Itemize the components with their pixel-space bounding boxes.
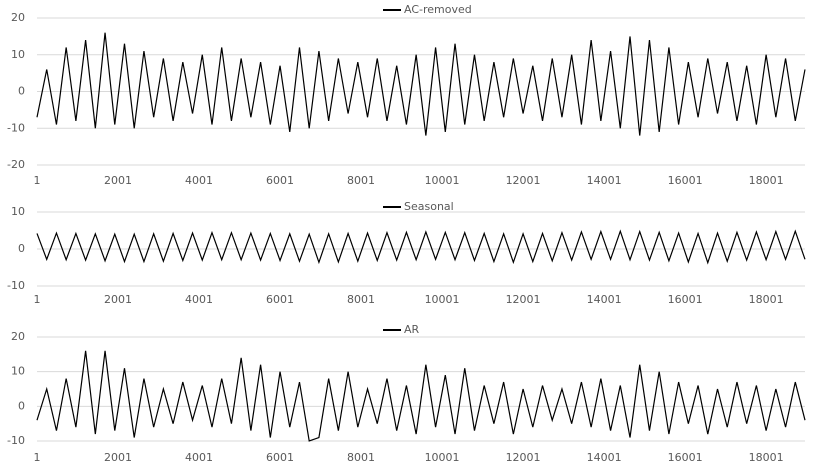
x-tick-label: 6001: [266, 174, 294, 187]
y-tick-label: 0: [18, 399, 25, 412]
x-tick-label: 6001: [266, 293, 294, 306]
x-tick-label: 14001: [587, 174, 622, 187]
y-tick-label: -10: [7, 279, 25, 292]
series-line: [36, 350, 806, 442]
x-tick-label: 4001: [185, 174, 213, 187]
legend-label: Seasonal: [404, 200, 454, 213]
x-tick-label: 8001: [347, 174, 375, 187]
x-tick-label: 2001: [104, 293, 132, 306]
legend-label: AC-removed: [404, 3, 472, 16]
x-tick-label: 14001: [587, 293, 622, 306]
y-tick-label: 10: [11, 205, 25, 218]
y-tick-label: -10: [7, 121, 25, 134]
y-tick-label: -10: [7, 434, 25, 447]
x-tick-label: 1: [34, 293, 41, 306]
y-tick-label: 10: [11, 48, 25, 61]
x-tick-label: 10001: [425, 174, 460, 187]
y-tick-label: 20: [11, 330, 25, 343]
x-tick-label: 10001: [425, 293, 460, 306]
x-tick-label: 4001: [185, 451, 213, 464]
x-tick-label: 6001: [266, 451, 294, 464]
y-tick-label: 0: [18, 242, 25, 255]
x-tick-label: 18001: [749, 174, 784, 187]
series-line: [36, 32, 806, 136]
x-tick-label: 18001: [749, 293, 784, 306]
x-tick-label: 18001: [749, 451, 784, 464]
y-tick-label: -20: [7, 158, 25, 171]
x-tick-label: 2001: [104, 451, 132, 464]
y-tick-label: 0: [18, 85, 25, 98]
x-tick-label: 12001: [506, 293, 541, 306]
x-tick-label: 10001: [425, 451, 460, 464]
series-line: [36, 229, 806, 265]
x-tick-label: 8001: [347, 451, 375, 464]
x-tick-label: 4001: [185, 293, 213, 306]
x-tick-label: 2001: [104, 174, 132, 187]
x-tick-label: 12001: [506, 174, 541, 187]
x-tick-label: 16001: [668, 293, 703, 306]
x-tick-label: 16001: [668, 174, 703, 187]
x-tick-label: 1: [34, 451, 41, 464]
x-tick-label: 16001: [668, 451, 703, 464]
x-tick-label: 14001: [587, 451, 622, 464]
x-tick-label: 1: [34, 174, 41, 187]
y-tick-label: 10: [11, 365, 25, 378]
x-tick-label: 12001: [506, 451, 541, 464]
y-tick-label: 20: [11, 11, 25, 24]
legend-label: AR: [404, 323, 420, 336]
x-tick-label: 8001: [347, 293, 375, 306]
